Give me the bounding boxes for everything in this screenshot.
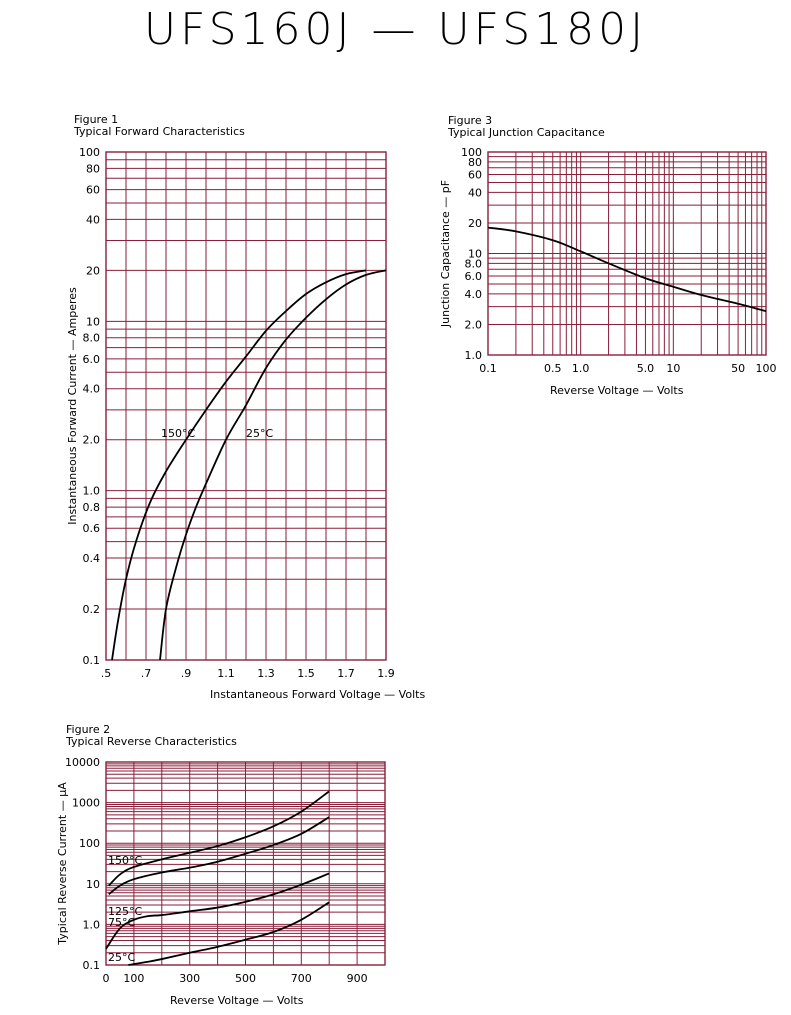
y-tick-label: 10000 [65,756,100,769]
x-tick-label: 900 [347,972,368,985]
x-tick-label: 300 [179,972,200,985]
y-tick-label: 2.0 [83,434,101,447]
x-tick-label: 0 [103,972,110,985]
fig2-x-axis-label: Reverse Voltage — Volts [170,994,304,1007]
fig2-plot-frame [105,761,386,966]
fig3-plot-frame [487,151,767,356]
figure-2-title: Typical Reverse Characteristics [66,735,237,748]
y-tick-label: 1.0 [465,349,483,362]
x-tick-label: 50 [731,362,745,375]
y-tick-label: 4.0 [83,383,101,396]
x-tick-label: 1.9 [377,667,395,680]
y-tick-label: 80 [468,156,482,169]
fig2-series-line [108,790,330,887]
x-tick-label: 1.5 [297,667,315,680]
figure-3-label: Figure 3 [448,114,493,127]
y-tick-label: 60 [468,169,482,182]
figure-3-title: Typical Junction Capacitance [448,126,605,139]
y-tick-label: 6.0 [465,270,483,283]
figure-2-label: Figure 2 [66,723,111,736]
y-tick-label: 6.0 [83,353,101,366]
x-tick-label: .5 [101,667,112,680]
fig1-x-axis-label: Instantaneous Forward Voltage — Volts [210,688,425,701]
y-tick-label: 20 [86,264,100,277]
y-tick-label: 20 [468,217,482,230]
fig2-y-axis-label: Typical Reverse Current — µA [56,782,69,946]
x-tick-label: 10 [666,362,680,375]
y-tick-label: 40 [468,186,482,199]
figure-1-label: Figure 1 [74,113,119,126]
x-tick-label: .7 [141,667,152,680]
fig2-series-line [108,816,330,896]
x-tick-label: 500 [235,972,256,985]
y-tick-label: 100 [79,146,100,159]
x-tick-label: 1.0 [572,362,590,375]
fig1-plot-frame [105,151,387,661]
y-tick-label: 10 [86,315,100,328]
x-tick-label: 0.5 [544,362,562,375]
series-label: 75°C [108,916,135,929]
y-tick-label: 10 [86,878,100,891]
y-tick-label: 60 [86,184,100,197]
page-title: UFS160J — UFS180J [143,4,648,55]
y-tick-label: 1.0 [83,918,101,931]
y-tick-label: 0.2 [83,603,101,616]
y-tick-label: 4.0 [465,288,483,301]
x-tick-label: 700 [291,972,312,985]
fig2-series-line [105,872,330,950]
series-label: 150°C [108,854,142,867]
fig3-x-axis-label: Reverse Voltage — Volts [550,384,684,397]
y-tick-label: 8.0 [83,332,101,345]
y-tick-label: 10 [468,248,482,261]
fig3-y-axis-label: Junction Capacitance — pF [439,180,452,328]
y-tick-label: 100 [461,146,482,159]
x-tick-label: 5.0 [637,362,655,375]
fig1-series-line [159,269,387,661]
y-tick-label: 0.1 [83,654,101,667]
fig3-series-line [487,226,767,313]
series-label: 25°C [246,427,273,440]
series-label: 125°C [108,905,142,918]
figure-1-title: Typical Forward Characteristics [74,125,245,138]
x-tick-label: 1.3 [257,667,275,680]
x-tick-label: .9 [181,667,192,680]
fig2-grid [105,761,386,966]
series-label: 150°C [161,427,195,440]
series-label: 25°C [108,951,135,964]
y-tick-label: 1.0 [83,485,101,498]
y-tick-label: 8.0 [465,257,483,270]
y-tick-label: 2.0 [465,318,483,331]
y-tick-label: 0.8 [83,501,101,514]
x-tick-label: 100 [756,362,777,375]
y-tick-label: 0.6 [83,522,101,535]
fig1-y-axis-label: Instantaneous Forward Current — Amperes [66,287,79,525]
x-tick-label: 0.1 [479,362,497,375]
x-tick-label: 1.1 [217,667,235,680]
x-tick-label: 1.7 [337,667,355,680]
y-tick-label: 40 [86,213,100,226]
fig1-series-line [111,269,367,661]
y-tick-label: 100 [79,837,100,850]
y-tick-label: 1000 [72,797,100,810]
fig3-grid [487,151,767,356]
y-tick-label: 0.4 [83,552,101,565]
fig2-series-line [128,901,330,966]
x-tick-label: 100 [123,972,144,985]
y-tick-label: 80 [86,162,100,175]
y-tick-label: 0.1 [83,959,101,972]
